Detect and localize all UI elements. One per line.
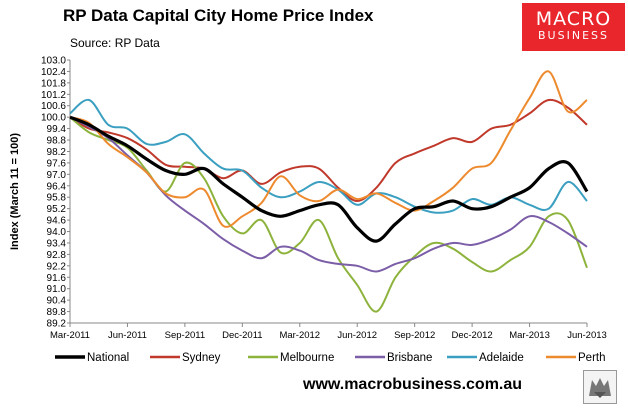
- y-tick-label: 97.6: [47, 158, 67, 169]
- x-tick-label: Jun-2013: [567, 330, 607, 341]
- y-axis-label: Index (March 11 = 100): [9, 133, 21, 250]
- y-tick-label: 103.0: [41, 56, 66, 67]
- y-tick-label: 101.2: [41, 90, 66, 101]
- x-tick-label: Mar-2013: [509, 330, 550, 341]
- legend-label-perth: Perth: [578, 352, 606, 364]
- series-line-perth: [69, 70, 588, 228]
- y-tick-label: 91.0: [47, 284, 67, 295]
- y-tick-label: 90.4: [47, 296, 67, 307]
- legend-label-brisbane: Brisbane: [387, 352, 432, 364]
- logo-line-2: BUSINESS: [538, 29, 609, 42]
- legend-label-adelaide: Adelaide: [479, 352, 524, 364]
- y-tick-label: 96.4: [47, 181, 67, 192]
- y-tick-label: 94.0: [47, 227, 67, 238]
- y-tick-label: 101.8: [41, 78, 66, 89]
- legend-label-national: National: [87, 352, 129, 364]
- series-line-melbourne: [69, 116, 588, 313]
- y-tick-label: 93.4: [47, 238, 67, 249]
- y-tick-label: 98.8: [47, 136, 67, 147]
- logo-line-1: MACRO: [535, 8, 612, 30]
- y-tick-label: 92.8: [47, 250, 67, 261]
- x-tick-label: Jun-2011: [108, 330, 147, 341]
- y-tick-label: 100.6: [41, 101, 66, 112]
- macrobusiness-logo: MACRO BUSINESS: [522, 3, 625, 51]
- y-tick-label: 95.2: [47, 204, 67, 215]
- y-tick-label: 102.4: [41, 67, 66, 78]
- y-tick-label: 100.0: [41, 113, 66, 124]
- y-tick-label: 89.8: [47, 307, 67, 318]
- y-tick-label: 94.6: [47, 216, 67, 227]
- x-tick-label: Dec-2011: [222, 330, 263, 341]
- website-url: www.macrobusiness.com.au: [303, 376, 523, 393]
- chart-title: RP Data Capital City Home Price Index: [63, 6, 374, 25]
- y-tick-label: 99.4: [47, 124, 67, 135]
- x-tick-label: Sep-2011: [165, 330, 206, 341]
- y-tick-label: 97.0: [47, 170, 67, 181]
- y-tick-label: 98.2: [47, 147, 67, 158]
- x-tick-label: Mar-2012: [279, 330, 320, 341]
- legend-label-melbourne: Melbourne: [280, 352, 334, 364]
- y-tick-label: 95.8: [47, 193, 67, 204]
- y-tick-label: 91.6: [47, 273, 67, 284]
- x-tick-label: Dec-2012: [452, 330, 493, 341]
- legend-label-sydney: Sydney: [182, 352, 221, 364]
- wolf-emblem-icon: [583, 370, 617, 404]
- chart-subtitle: Source: RP Data: [70, 36, 160, 50]
- series-line-national: [69, 115, 589, 243]
- y-tick-label: 89.2: [47, 319, 67, 330]
- x-tick-label: Sep-2012: [394, 330, 435, 341]
- y-tick-label: 92.2: [47, 261, 67, 272]
- series-line-sydney: [69, 98, 588, 202]
- x-tick-label: Jun-2012: [337, 330, 377, 341]
- x-tick-label: Mar-2011: [50, 330, 90, 341]
